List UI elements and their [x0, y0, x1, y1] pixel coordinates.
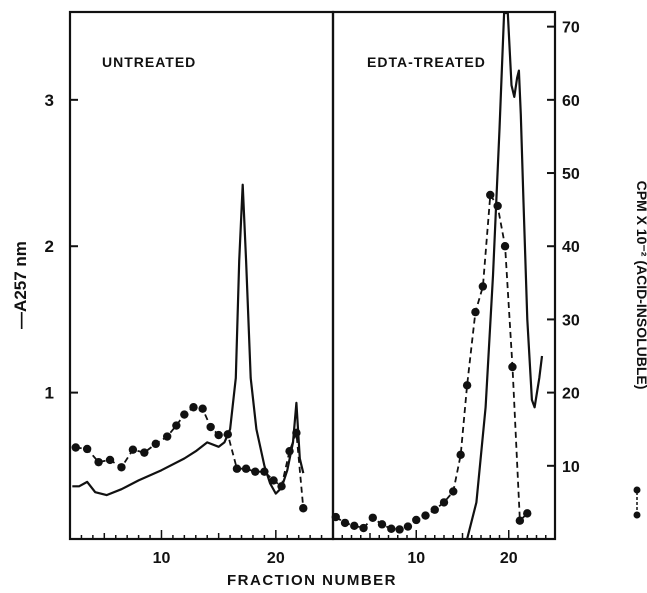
cpm-point-edta-treated	[515, 516, 525, 525]
cpm-point-edta-treated	[331, 512, 340, 522]
y-left-tick-label: 1	[45, 384, 54, 403]
cpm-point-edta-treated	[377, 520, 387, 529]
x-tick-label-edta-treated: 10	[407, 550, 425, 567]
right-panel-frame	[331, 10, 557, 541]
cpm-point-edta-treated	[500, 242, 510, 251]
cpm-point-edta-treated	[412, 515, 421, 525]
cpm-point-untreated	[180, 410, 189, 419]
cpm-point-edta-treated	[493, 201, 502, 211]
cpm-dashed-line-edta-treated	[335, 192, 528, 531]
cpm-point-untreated	[71, 443, 80, 452]
cpm-point-edta-treated	[403, 522, 413, 531]
absorbance-line-untreated	[72, 183, 305, 497]
cpm-point-edta-treated	[471, 307, 480, 317]
cpm-point-untreated	[260, 467, 269, 476]
y-right-tick-label: 30	[562, 312, 580, 329]
cpm-point-edta-treated	[359, 523, 368, 533]
cpm-point-edta-treated	[456, 450, 465, 460]
panel-label-untreated: UNTREATED	[102, 54, 196, 70]
cpm-point-untreated	[277, 482, 286, 491]
cpm-point-untreated	[189, 403, 198, 412]
cpm-point-edta-treated	[523, 509, 532, 518]
y-right-tick-label: 10	[562, 459, 580, 476]
y-right-tick-label: 50	[562, 166, 580, 183]
tick-layer: 1 2 3 10 20 30 40 50 60 70 10 20 10 20	[45, 20, 641, 567]
cpm-point-untreated	[162, 432, 172, 441]
y-right-tick-label: 60	[562, 93, 580, 110]
x-tick-label-untreated: 20	[267, 550, 285, 567]
y-right-tick-label: 40	[562, 239, 580, 256]
cpm-point-untreated	[214, 430, 223, 440]
cpm-point-untreated	[206, 422, 215, 432]
cpm-point-untreated	[198, 404, 207, 413]
x-tick-label-untreated: 10	[153, 550, 171, 567]
cpm-point-untreated	[241, 464, 251, 473]
cpm-point-untreated	[172, 421, 181, 430]
cpm-point-edta-treated	[449, 487, 458, 496]
cpm-point-edta-treated	[508, 362, 517, 372]
cpm-point-edta-treated	[340, 518, 350, 528]
cpm-point-untreated	[232, 464, 242, 473]
cpm-point-edta-treated	[462, 381, 472, 390]
x-axis-title: FRACTION NUMBER	[227, 572, 397, 589]
cpm-point-untreated	[94, 457, 103, 467]
cpm-point-edta-treated	[421, 511, 430, 520]
cpm-point-untreated	[117, 463, 126, 472]
legend-cpm-marker	[633, 511, 641, 519]
y-axis-right-title: CPM X 10⁻² (ACID-INSOLUBLE)	[634, 181, 647, 390]
cpm-point-edta-treated	[350, 521, 359, 531]
cpm-point-edta-treated	[387, 524, 396, 533]
cpm-point-untreated	[151, 439, 160, 449]
plot-layer	[71, 11, 544, 540]
y-left-tick-label: 2	[45, 237, 54, 256]
cpm-point-edta-treated	[395, 525, 404, 534]
x-tick-label-edta-treated: 20	[500, 550, 518, 567]
y-right-tick-label: 20	[562, 386, 580, 403]
cpm-point-untreated	[105, 455, 115, 465]
cpm-point-untreated	[292, 428, 301, 438]
cpm-point-untreated	[251, 467, 260, 476]
cpm-point-edta-treated	[430, 505, 439, 514]
cpm-point-untreated	[269, 476, 278, 485]
cpm-point-untreated	[223, 430, 232, 439]
cpm-point-edta-treated	[486, 190, 495, 200]
legend-cpm-marker	[633, 486, 641, 494]
cpm-point-untreated	[285, 446, 294, 456]
cpm-point-edta-treated	[439, 498, 449, 507]
panel-label-edta-treated: EDTA-TREATED	[367, 54, 486, 70]
absorbance-line-edta-treated	[466, 11, 544, 540]
y-axis-left-title: —A257 nm	[11, 241, 30, 329]
cpm-point-edta-treated	[368, 513, 377, 522]
y-left-tick-label: 3	[45, 91, 54, 110]
cpm-point-untreated	[128, 445, 138, 454]
y-right-tick-label: 70	[562, 20, 580, 37]
cpm-point-untreated	[140, 448, 149, 457]
cpm-point-untreated	[82, 444, 92, 454]
cpm-point-edta-treated	[478, 282, 488, 291]
cpm-point-untreated	[299, 504, 308, 513]
